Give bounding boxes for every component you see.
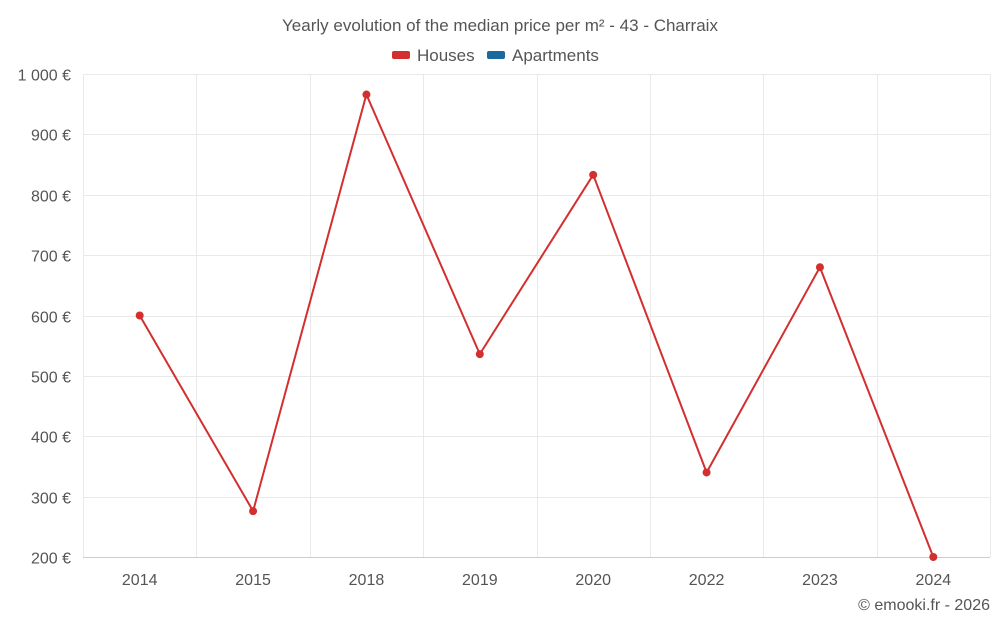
x-tick-label: 2015 [235, 572, 271, 589]
data-point-houses[interactable] [589, 170, 598, 179]
legend-label-apartments[interactable]: Apartments [512, 46, 599, 65]
x-tick-label: 2024 [916, 572, 952, 589]
y-gridlines [83, 74, 990, 498]
x-gridlines [83, 74, 991, 557]
y-tick-label: 800 € [31, 189, 71, 206]
legend-item-apartments[interactable]: Apartments [487, 46, 599, 65]
legend[interactable]: Houses Apartments [392, 46, 599, 65]
legend-item-houses[interactable]: Houses [392, 46, 475, 65]
y-tick-label: 700 € [31, 249, 71, 266]
data-point-houses[interactable] [475, 350, 484, 359]
series-line-houses [138, 93, 935, 558]
x-tick-label: 2020 [575, 572, 611, 589]
legend-swatch-houses [392, 51, 410, 59]
credit-text: © emooki.fr - 2026 [858, 597, 990, 614]
x-tick-label: 2018 [349, 572, 385, 589]
y-tick-label: 400 € [31, 430, 71, 447]
x-tick-label: 2019 [462, 572, 498, 589]
data-point-houses[interactable] [249, 507, 258, 516]
legend-swatch-apartments [487, 51, 505, 59]
data-point-houses[interactable] [362, 90, 371, 99]
y-tick-label: 200 € [31, 551, 71, 568]
series-points[interactable] [135, 90, 938, 561]
y-tick-label: 500 € [31, 370, 71, 387]
x-tick-label: 2014 [122, 572, 158, 589]
y-tick-label: 900 € [31, 128, 71, 145]
y-tick-label: 1 000 € [18, 68, 71, 85]
series-lines [138, 93, 935, 558]
y-axis-tick-labels: 200 € 300 € 400 € 500 € 600 € 700 € 800 € 900 €… [18, 68, 71, 568]
y-tick-label: 600 € [31, 310, 71, 327]
x-tick-label: 2022 [689, 572, 725, 589]
data-point-houses[interactable] [815, 263, 824, 272]
data-point-houses[interactable] [135, 311, 144, 320]
chart-title: Yearly evolution of the median price per… [282, 16, 718, 35]
data-point-houses[interactable] [702, 468, 711, 477]
y-tick-label: 300 € [31, 491, 71, 508]
x-axis-tick-labels: 2014 2015 2018 2019 2020 2022 2023 2024 [122, 572, 951, 589]
legend-label-houses[interactable]: Houses [417, 46, 475, 65]
data-point-houses[interactable] [929, 553, 938, 561]
x-tick-label: 2023 [802, 572, 838, 589]
